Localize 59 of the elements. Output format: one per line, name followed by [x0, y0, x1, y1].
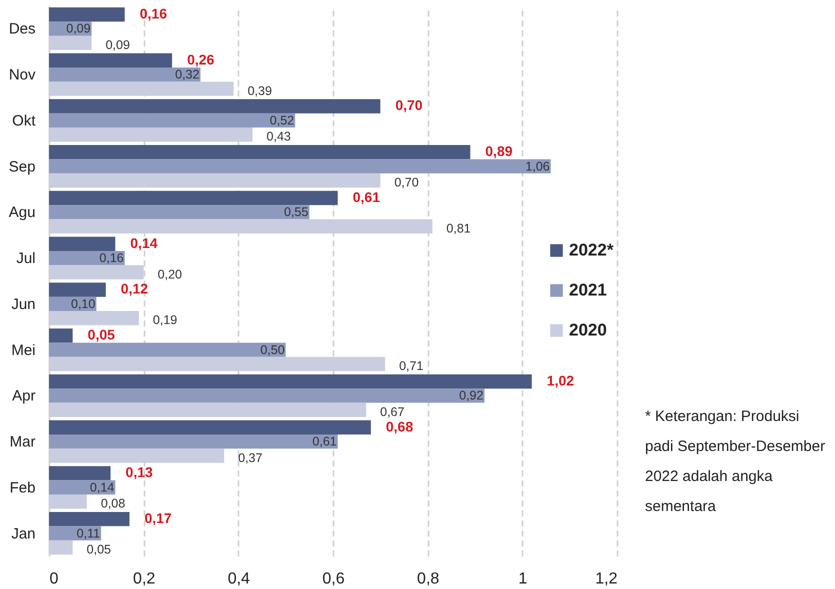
data-label: 0,61: [352, 188, 380, 205]
data-label: 0,05: [86, 542, 112, 557]
y-tick-label: Agu: [8, 204, 36, 222]
data-label: 0,11: [76, 526, 100, 540]
data-label: 0,09: [106, 38, 130, 52]
data-label: 1,02: [546, 372, 574, 388]
data-label: 0,43: [266, 130, 291, 144]
data-label: 0,12: [120, 280, 148, 297]
data-label: 0,70: [395, 97, 423, 114]
legend-label: 2020: [569, 320, 607, 340]
data-label: 0,68: [386, 418, 414, 434]
y-tick-label: Jan: [11, 525, 36, 542]
legend-label: 2021: [569, 280, 607, 300]
data-label: 0,09: [66, 22, 91, 36]
data-label: 0,08: [100, 496, 126, 511]
data-label: 0,20: [158, 267, 182, 282]
data-label: 0,50: [260, 342, 285, 357]
x-tick-label: 1,2: [595, 570, 618, 588]
data-label: 0,14: [90, 480, 114, 494]
y-tick-label: Mei: [11, 342, 36, 359]
data-label: 0,13: [126, 464, 153, 480]
data-label: 0,67: [380, 404, 405, 419]
data-label: 0,19: [152, 313, 178, 328]
y-tick-label: Nov: [8, 66, 36, 84]
y-tick-label: Apr: [12, 388, 36, 405]
data-label: 0,61: [312, 434, 337, 449]
y-tick-label: Okt: [12, 112, 36, 130]
data-label: 0,16: [140, 5, 168, 22]
data-label: 0,71: [399, 359, 424, 374]
data-label: 0,14: [130, 234, 158, 251]
legend-label: 2022*: [569, 240, 614, 260]
data-label: 0,89: [485, 143, 513, 160]
data-label: 0,05: [88, 326, 116, 343]
data-label: 0,37: [238, 450, 263, 465]
x-tick-label: 0,4: [228, 570, 250, 588]
x-tick-label: 1: [518, 570, 528, 588]
data-label: 0,55: [284, 205, 308, 220]
y-tick-label: Mar: [10, 434, 36, 451]
data-label: 0,32: [175, 68, 200, 82]
data-label: 0,52: [270, 113, 294, 128]
y-tick-label: Sep: [8, 158, 36, 176]
data-label: 1,06: [525, 159, 550, 174]
data-label: 0,70: [394, 176, 419, 190]
y-tick-label: Des: [8, 20, 36, 38]
data-label: 0,26: [187, 51, 215, 68]
data-label: 0,92: [459, 388, 484, 403]
data-label: 0,16: [99, 251, 124, 266]
text: * Keterangan: Produksi padi September-Desember 2022 adalah angka sementara: [645, 408, 826, 515]
x-tick-label: 0,2: [133, 570, 156, 588]
y-tick-label: Feb: [10, 479, 36, 496]
y-tick-label: Jun: [11, 296, 36, 313]
x-tick-label: 0,8: [417, 570, 440, 588]
data-label: 0,10: [70, 296, 96, 311]
x-tick-label: 0,6: [322, 570, 345, 588]
x-tick-label: 0: [50, 570, 58, 588]
data-label: 0,81: [446, 221, 471, 236]
y-tick-label: Jul: [16, 250, 36, 268]
data-label: 0,17: [144, 510, 172, 526]
data-label: 0,39: [248, 84, 272, 98]
